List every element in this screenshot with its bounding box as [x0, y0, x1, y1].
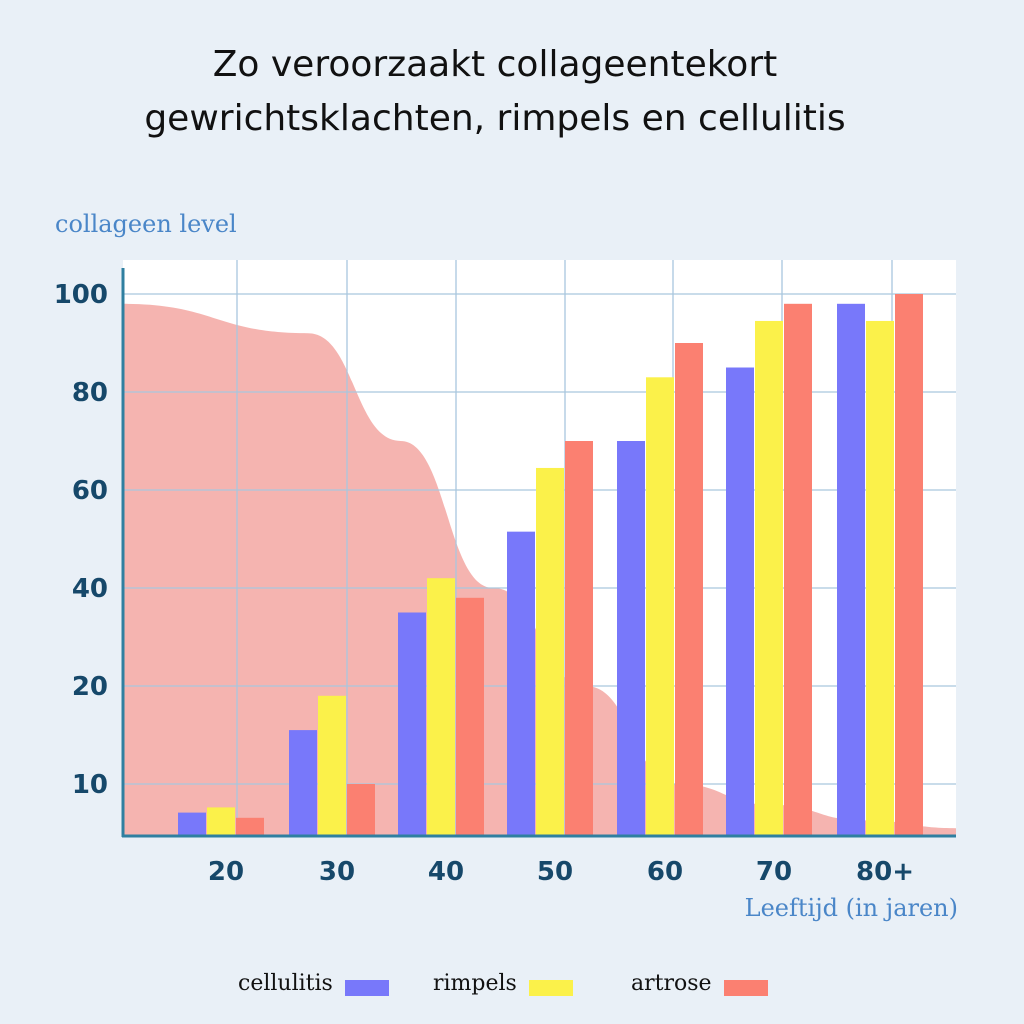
x-tick-label: 30: [319, 857, 355, 887]
chart-title-line-2: gewrichtsklachten, rimpels en cellulitis: [144, 98, 846, 139]
bar-rimpels-60: [646, 377, 674, 836]
bar-cellulitis-20: [178, 812, 206, 836]
y-tick-label: 10: [72, 770, 108, 800]
y-tick-label: 80: [72, 378, 108, 408]
legend-label-cellulitis: cellulitis: [238, 970, 333, 996]
chart-title-line-1: Zo veroorzaakt collageentekort: [212, 44, 778, 85]
y-tick-label: 40: [72, 574, 108, 604]
bar-cellulitis-50: [507, 531, 535, 836]
bar-rimpels-40: [427, 578, 455, 836]
bar-cellulitis-30: [289, 730, 317, 836]
bar-artrose-20: [236, 817, 264, 836]
x-tick-label: 20: [208, 857, 244, 887]
y-axis-ticks: 10 20 40 60 80 100: [54, 280, 108, 800]
x-tick-label: 50: [537, 857, 573, 887]
bar-rimpels-70: [755, 320, 783, 836]
bar-cellulitis-70: [726, 367, 754, 836]
y-tick-label: 20: [72, 672, 108, 702]
legend-swatch-cellulitis: [344, 980, 389, 996]
x-tick-label: 70: [756, 857, 792, 887]
bar-artrose-40: [456, 597, 484, 836]
chart-title: Zo veroorzaakt collageentekort gewrichts…: [0, 38, 990, 146]
legend-item-rimpels: rimpels: [433, 970, 573, 996]
y-tick-label: 100: [54, 280, 108, 310]
bar-artrose-30: [347, 784, 375, 836]
bar-rimpels-50: [536, 467, 564, 836]
legend-swatch-artrose: [723, 980, 768, 996]
bar-artrose-80+: [895, 294, 923, 836]
x-tick-label: 80+: [856, 857, 914, 887]
legend: cellulitis rimpels artrose: [0, 970, 1024, 1006]
legend-swatch-rimpels: [528, 980, 573, 996]
axes: [121, 268, 956, 838]
y-tick-label: 60: [72, 476, 108, 506]
legend-label-artrose: artrose: [631, 970, 712, 996]
legend-item-artrose: artrose: [631, 970, 768, 996]
y-axis-label: collageen level: [55, 210, 237, 238]
bar-cellulitis-60: [617, 441, 645, 836]
bar-rimpels-20: [207, 807, 235, 836]
bar-rimpels-30: [318, 695, 346, 836]
bar-artrose-60: [675, 343, 703, 836]
bars: [178, 294, 923, 836]
x-tick-label: 60: [647, 857, 683, 887]
x-tick-label: 40: [428, 857, 464, 887]
x-axis-ticks: 20 30 40 50 60 70 80+: [208, 857, 914, 887]
bar-rimpels-80+: [866, 320, 894, 836]
bar-artrose-70: [784, 303, 812, 836]
bar-cellulitis-40: [398, 612, 426, 836]
legend-item-cellulitis: cellulitis: [238, 970, 389, 996]
legend-label-rimpels: rimpels: [433, 970, 517, 996]
bar-artrose-50: [565, 441, 593, 836]
x-axis-label: Leeftijd (in jaren): [744, 894, 958, 922]
bar-cellulitis-80+: [837, 303, 865, 836]
